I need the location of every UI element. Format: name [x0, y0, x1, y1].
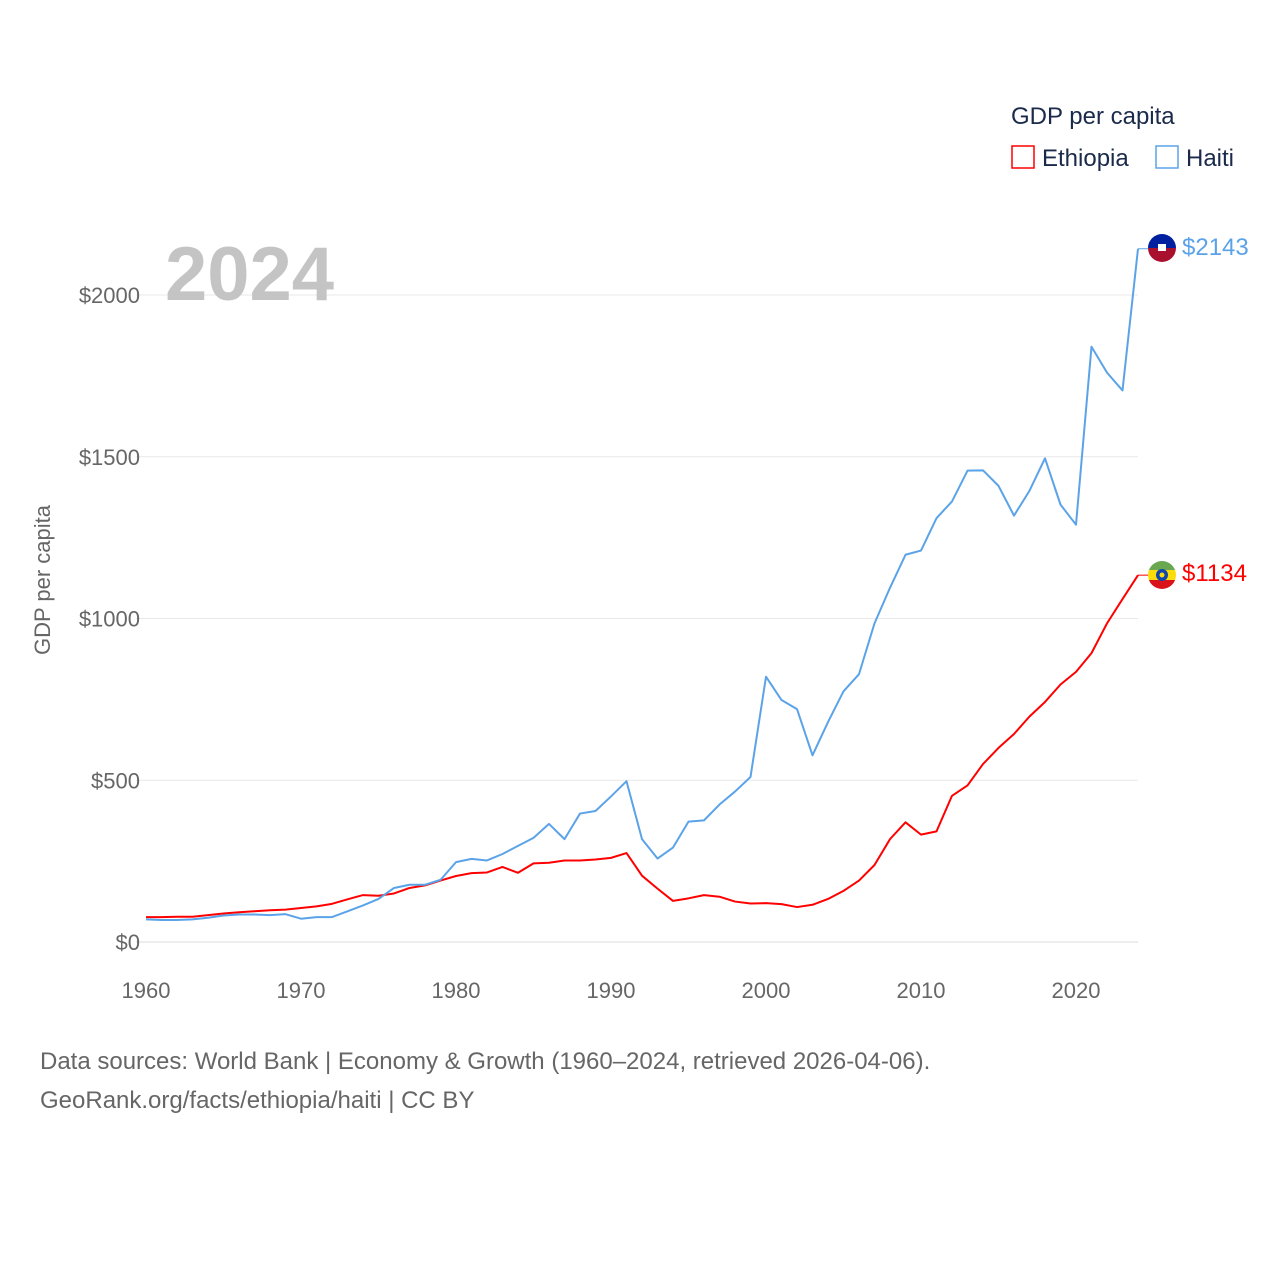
x-tick-label: 2020	[1052, 978, 1101, 1003]
ethiopia-end-label: $1134	[1182, 560, 1247, 587]
x-tick-label: 1960	[122, 978, 171, 1003]
x-tick-label: 1990	[587, 978, 636, 1003]
ethiopia-flag-icon	[1148, 561, 1176, 589]
attribution-line[interactable]: GeoRank.org/facts/ethiopia/haiti | CC BY	[40, 1087, 475, 1114]
x-tick-label: 1980	[432, 978, 481, 1003]
legend-label-haiti[interactable]: Haiti	[1186, 145, 1234, 172]
x-tick-label: 2010	[897, 978, 946, 1003]
y-tick-label: $500	[91, 768, 140, 793]
legend: GDP per capita Ethiopia Haiti	[1011, 103, 1234, 172]
x-tick-label: 1970	[277, 978, 326, 1003]
haiti-flag-icon	[1148, 234, 1176, 262]
series-line-haiti	[145, 248, 1139, 922]
y-tick-label: $0	[116, 930, 140, 955]
series-line-ethiopia	[146, 574, 1139, 919]
legend-swatch-ethiopia	[1011, 145, 1035, 169]
data-source-footer: Data sources: World Bank | Economy & Gro…	[40, 1042, 930, 1120]
x-tick-label: 2000	[742, 978, 791, 1003]
y-tick-label: $2000	[79, 283, 140, 308]
y-tick-label: $1500	[79, 445, 140, 470]
y-tick-label: $1000	[79, 607, 140, 632]
haiti-end-label: $2143	[1182, 234, 1249, 261]
year-watermark: 2024	[165, 232, 334, 317]
y-axis-label: GDP per capita	[30, 504, 55, 655]
legend-title: GDP per capita	[1011, 103, 1175, 130]
legend-swatch-haiti	[1155, 145, 1179, 169]
source-line: Data sources: World Bank | Economy & Gro…	[40, 1048, 931, 1075]
legend-label-ethiopia[interactable]: Ethiopia	[1042, 145, 1129, 172]
